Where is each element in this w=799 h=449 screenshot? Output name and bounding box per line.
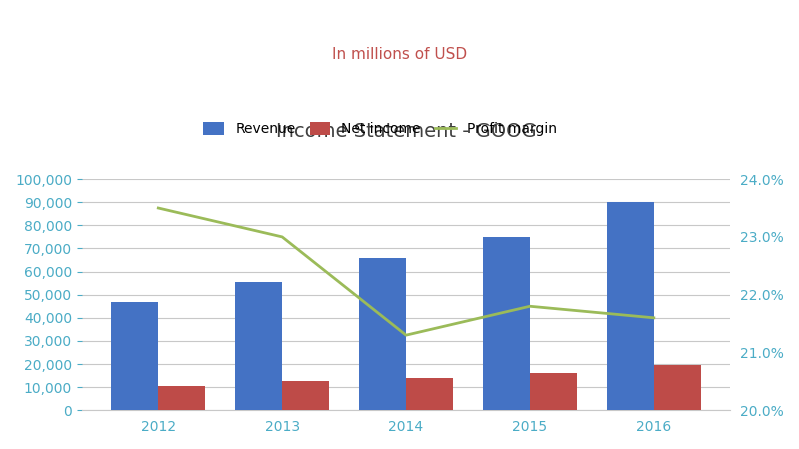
- Bar: [654, 365, 701, 410]
- Profit margin: [525, 304, 535, 309]
- Bar: [406, 378, 453, 410]
- Bar: [483, 237, 530, 410]
- Profit margin: [649, 315, 658, 321]
- Profit margin: [401, 332, 411, 338]
- Profit margin: [277, 234, 287, 240]
- Bar: [111, 302, 158, 410]
- Legend: Revenue, Net income, Profit margin: Revenue, Net income, Profit margin: [198, 117, 562, 142]
- Bar: [359, 258, 406, 410]
- Title: Income Statement - GOOG: Income Statement - GOOG: [276, 123, 536, 141]
- Line: Profit margin: Profit margin: [158, 208, 654, 335]
- Profit margin: [153, 205, 163, 211]
- Bar: [530, 373, 577, 410]
- Bar: [282, 381, 329, 410]
- Bar: [158, 386, 205, 410]
- Bar: [235, 282, 282, 410]
- Bar: [606, 202, 654, 410]
- Text: In millions of USD: In millions of USD: [332, 47, 467, 62]
